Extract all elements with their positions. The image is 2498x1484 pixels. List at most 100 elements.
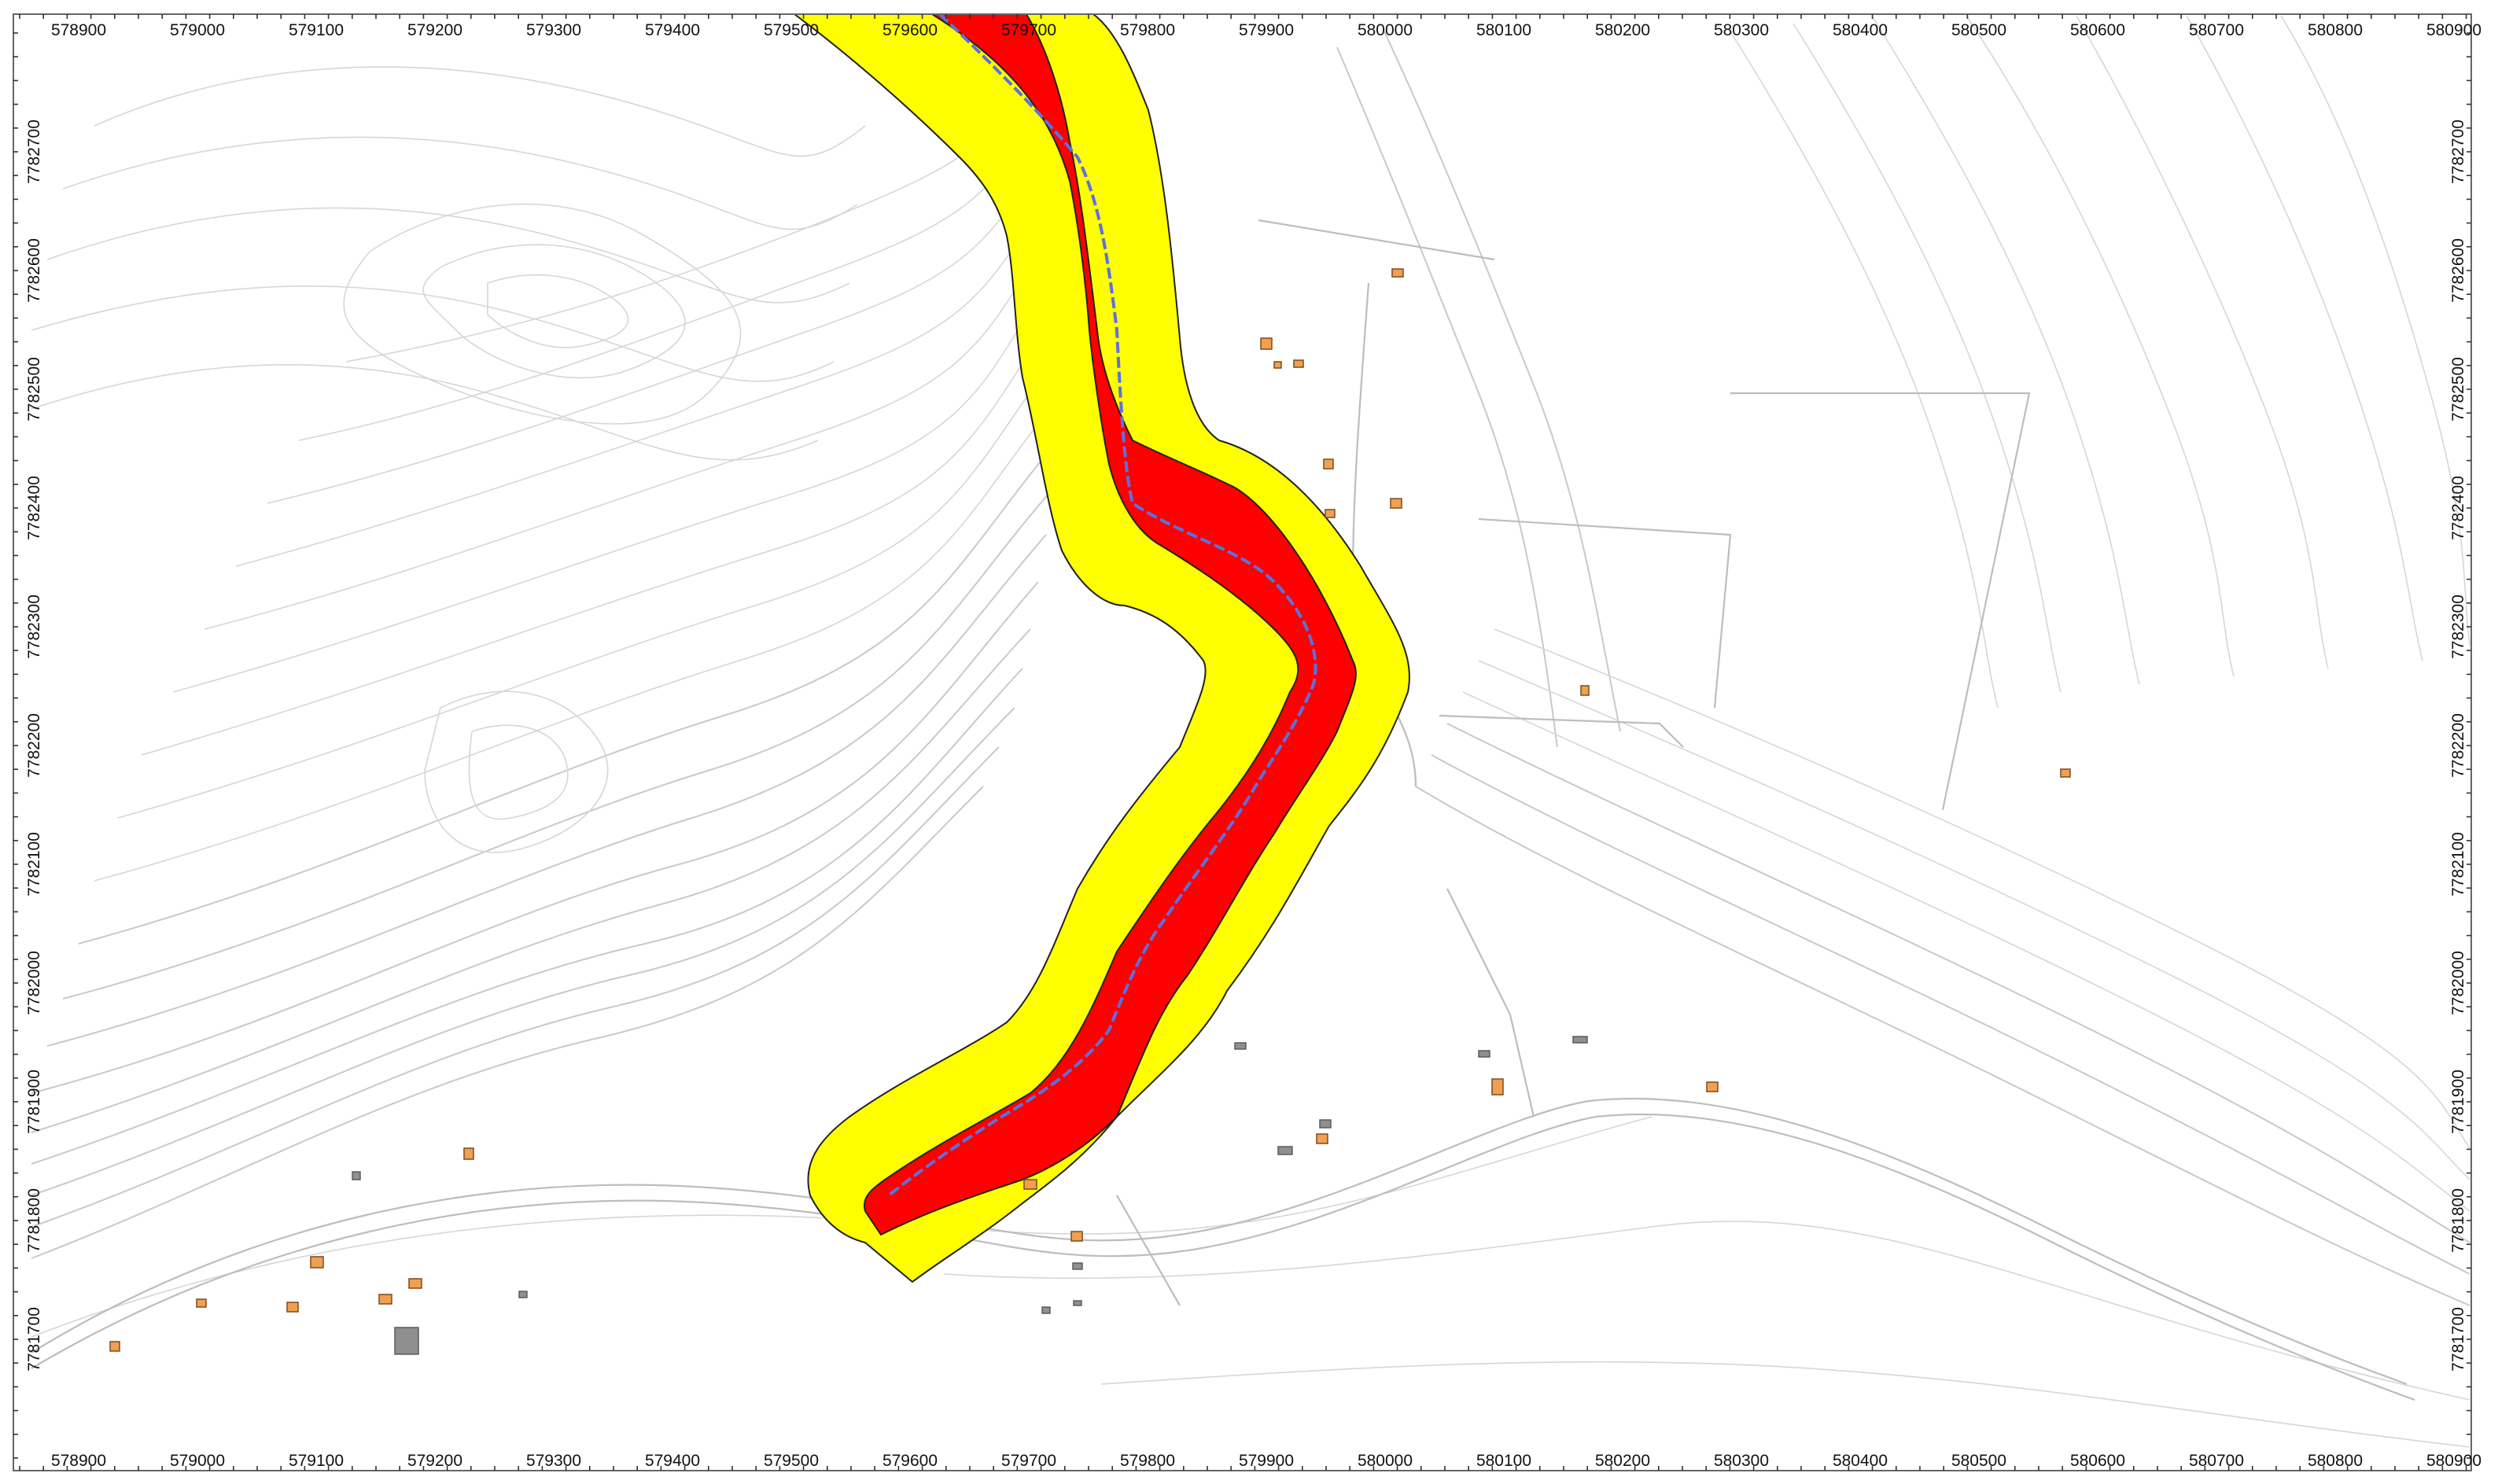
y-tick-label: 7781700 <box>2449 1307 2467 1372</box>
building <box>394 1327 419 1355</box>
y-tick-label: 7781900 <box>25 1070 43 1134</box>
y-tick-label: 7782300 <box>25 595 43 659</box>
axis-ticks <box>13 14 2471 1471</box>
building <box>408 1278 422 1289</box>
y-tick-label: 7782700 <box>2449 120 2467 184</box>
building <box>1070 1231 1083 1242</box>
x-tick-label: 579100 <box>289 21 344 39</box>
building <box>310 1256 324 1269</box>
x-tick-label: 580200 <box>1595 1452 1650 1470</box>
y-axis-left: 7782700 7782600 7782500 7782400 7782300 … <box>25 120 43 1372</box>
y-tick-label: 7782700 <box>25 120 43 184</box>
x-tick-label: 579500 <box>764 21 819 39</box>
hazard-zones <box>791 13 1410 1283</box>
x-tick-label: 580600 <box>2070 1452 2125 1470</box>
y-tick-label: 7782600 <box>25 238 43 303</box>
river-centerline <box>887 13 1317 1197</box>
y-tick-label: 7782000 <box>25 951 43 1015</box>
x-tick-label: 580900 <box>2426 21 2481 39</box>
x-tick-label: 579600 <box>882 21 938 39</box>
building <box>1391 268 1404 278</box>
y-tick-label: 7782500 <box>25 357 43 422</box>
y-tick-label: 7782100 <box>2449 832 2467 897</box>
building <box>1325 509 1336 518</box>
x-tick-label: 579200 <box>407 1452 462 1470</box>
building <box>1580 685 1590 696</box>
building <box>1234 1042 1247 1050</box>
x-tick-label: 579500 <box>764 1452 819 1470</box>
building <box>286 1302 299 1313</box>
building <box>1277 1146 1293 1155</box>
x-axis-top: 578900 579000 579100 579200 579300 57940… <box>51 21 2481 39</box>
x-tick-label: 579000 <box>170 1452 225 1470</box>
x-tick-label: 579600 <box>882 1452 938 1470</box>
building <box>1316 1133 1328 1144</box>
x-tick-label: 579900 <box>1239 21 1294 39</box>
y-tick-label: 7782000 <box>2449 951 2467 1015</box>
building <box>1260 337 1273 350</box>
x-tick-label: 580500 <box>1951 21 2006 39</box>
buildings <box>109 268 2071 1355</box>
x-tick-label: 579100 <box>289 1452 344 1470</box>
x-tick-label: 579700 <box>1001 1452 1056 1470</box>
building <box>1072 1262 1083 1270</box>
building <box>1491 1078 1504 1096</box>
building <box>1273 361 1282 369</box>
x-tick-label: 580900 <box>2426 1452 2481 1470</box>
building <box>109 1341 120 1352</box>
x-tick-label: 580700 <box>2189 21 2244 39</box>
y-tick-label: 7782600 <box>2449 238 2467 303</box>
x-tick-label: 578900 <box>51 21 106 39</box>
x-tick-label: 580100 <box>1476 21 1531 39</box>
building <box>1023 1179 1037 1190</box>
map-frame <box>13 13 2472 1471</box>
x-axis-bottom: 578900 579000 579100 579200 579300 57940… <box>51 1452 2481 1470</box>
building <box>378 1294 392 1305</box>
y-tick-label: 7782500 <box>2449 357 2467 422</box>
y-tick-label: 7781800 <box>2449 1188 2467 1253</box>
building <box>463 1147 474 1160</box>
building <box>352 1171 361 1180</box>
building <box>2060 768 2071 778</box>
red-hazard-zone <box>864 13 1357 1236</box>
building <box>1478 1050 1490 1058</box>
y-tick-label: 7782400 <box>2449 476 2467 540</box>
x-tick-label: 579800 <box>1120 1452 1175 1470</box>
building <box>1041 1306 1051 1314</box>
x-tick-label: 580600 <box>2070 21 2125 39</box>
x-tick-label: 580100 <box>1476 1452 1531 1470</box>
x-tick-label: 579300 <box>526 1452 581 1470</box>
building <box>1293 359 1304 368</box>
x-tick-label: 580400 <box>1833 21 1888 39</box>
x-tick-label: 580000 <box>1358 1452 1413 1470</box>
building <box>196 1298 207 1308</box>
building <box>518 1291 528 1298</box>
x-tick-label: 580800 <box>2308 1452 2363 1470</box>
building <box>1319 1119 1332 1129</box>
x-tick-label: 580300 <box>1714 1452 1769 1470</box>
x-tick-label: 579900 <box>1239 1452 1294 1470</box>
x-tick-label: 580400 <box>1833 1452 1888 1470</box>
y-tick-label: 7782300 <box>2449 595 2467 659</box>
x-tick-label: 580200 <box>1595 21 1650 39</box>
building <box>1073 1300 1082 1306</box>
y-tick-label: 7781800 <box>25 1188 43 1253</box>
y-tick-label: 7782200 <box>25 713 43 778</box>
x-tick-label: 579700 <box>1001 21 1056 39</box>
x-tick-label: 579300 <box>526 21 581 39</box>
y-tick-label: 7782100 <box>25 832 43 897</box>
x-tick-label: 580300 <box>1714 21 1769 39</box>
x-tick-label: 580000 <box>1358 21 1413 39</box>
building <box>1572 1036 1588 1044</box>
building <box>1323 458 1334 470</box>
y-tick-label: 7781700 <box>25 1307 43 1372</box>
x-tick-label: 579800 <box>1120 21 1175 39</box>
y-tick-label: 7781900 <box>2449 1070 2467 1134</box>
y-tick-label: 7782200 <box>2449 713 2467 778</box>
y-tick-label: 7782400 <box>25 476 43 540</box>
x-tick-label: 579200 <box>407 21 462 39</box>
x-tick-label: 580800 <box>2308 21 2363 39</box>
x-tick-label: 579000 <box>170 21 225 39</box>
x-tick-label: 580500 <box>1951 1452 2006 1470</box>
